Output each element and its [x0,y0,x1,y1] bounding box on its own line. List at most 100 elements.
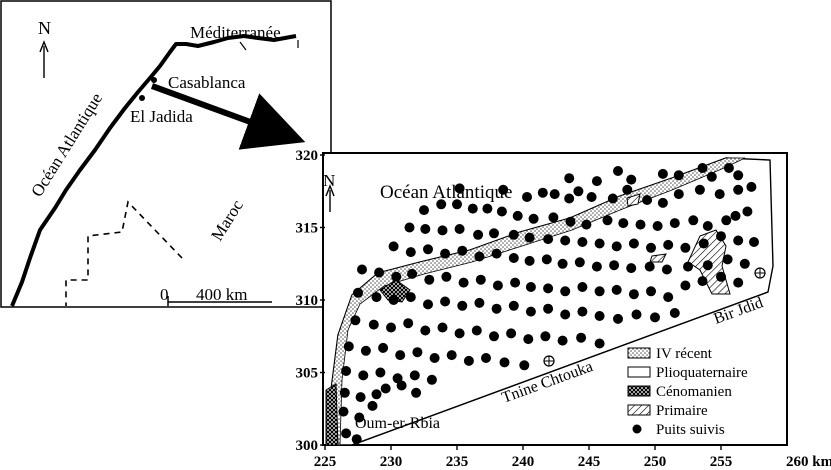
well-point [622,184,633,195]
road-line [351,291,769,446]
inset-north-label: N [38,18,51,38]
well-point [613,166,623,176]
well-point [411,387,422,398]
well-point [524,255,535,266]
well-point [353,287,363,298]
well-point [471,325,482,336]
inset-border [65,200,183,306]
well-point [663,239,674,250]
well-point [441,271,452,282]
legend: IV récent Plioquaternaire Cénomanien Pri… [627,346,748,438]
well-point [586,192,597,202]
well-point [591,261,602,272]
well-point [339,387,350,398]
well-point [525,306,536,317]
well-point [409,370,420,381]
well-point [673,170,684,181]
inset-casablanca-dot [151,77,157,83]
well-point [657,197,668,208]
well-point [644,261,655,272]
well-point [548,212,559,223]
well-point [706,171,717,182]
well-point [436,199,447,210]
well-point [457,245,468,256]
well-point [524,232,535,243]
well-point [560,235,571,246]
well-point [683,261,693,272]
inset-scale-zero: 0 [160,285,169,304]
well-point [440,296,451,307]
well-point [733,184,744,195]
x-axis-end-label: 260 km [786,454,831,470]
well-point [492,280,503,291]
well-point [680,242,691,253]
well-point [663,292,674,303]
well-point [635,219,646,230]
inset-scale-label: 400 km [196,285,247,304]
well-point [594,338,605,349]
well-point [746,181,757,192]
main-north-arrow [325,184,335,212]
well-point [716,231,726,242]
well-point [716,271,726,282]
well-point [577,237,588,247]
y-tick-label: 315 [296,221,319,237]
legend-swatch-plioquaternaire [627,366,651,378]
well-point [437,225,448,236]
y-tick-label: 300 [296,438,319,454]
well-point [489,331,499,342]
well-point [702,260,713,271]
well-point [454,183,465,194]
well-point [508,300,519,311]
well-point [528,213,539,224]
well-point [350,315,361,326]
well-point [611,241,622,252]
well-point [357,264,367,275]
well-point [661,264,672,275]
well-point [697,276,708,287]
x-tick-label: 235 [446,454,469,470]
legend-label-cenomanien: Cénomanien [656,384,732,400]
well-point [424,274,435,285]
well-point [733,170,744,181]
well-point [733,277,744,288]
legend-label-primaire: Primaire [656,403,708,419]
legend-swatch-cenomanien [627,385,651,397]
well-point [407,268,418,279]
x-tick-label: 225 [314,454,337,470]
well-point [338,406,349,417]
well-point [577,282,588,292]
well-point [577,306,588,317]
well-point [386,322,396,333]
well-point [742,206,753,217]
well-point [680,280,691,291]
well-point [618,218,629,229]
well-point [594,238,605,249]
well-point [581,219,592,230]
legend-swatch-iv-recent [627,347,651,359]
well-point [429,353,440,363]
well-point [543,303,554,314]
well-point [522,192,532,202]
well-point [642,195,653,205]
well-point [525,282,536,292]
wells-layer [338,163,759,445]
x-tick-label: 230 [380,454,403,470]
well-point [368,319,379,330]
well-point [458,277,469,288]
well-point [714,189,725,200]
well-point [343,341,354,352]
well-point [404,222,415,233]
well-point [405,247,416,258]
well-point [498,184,509,195]
well-point [723,163,734,173]
well-point [512,210,523,221]
well-point [388,241,399,252]
well-point [412,347,423,358]
x-tick-label: 240 [512,454,535,470]
well-point [694,184,705,195]
well-point [669,218,680,229]
well-point [396,380,407,391]
well-point [496,206,507,217]
